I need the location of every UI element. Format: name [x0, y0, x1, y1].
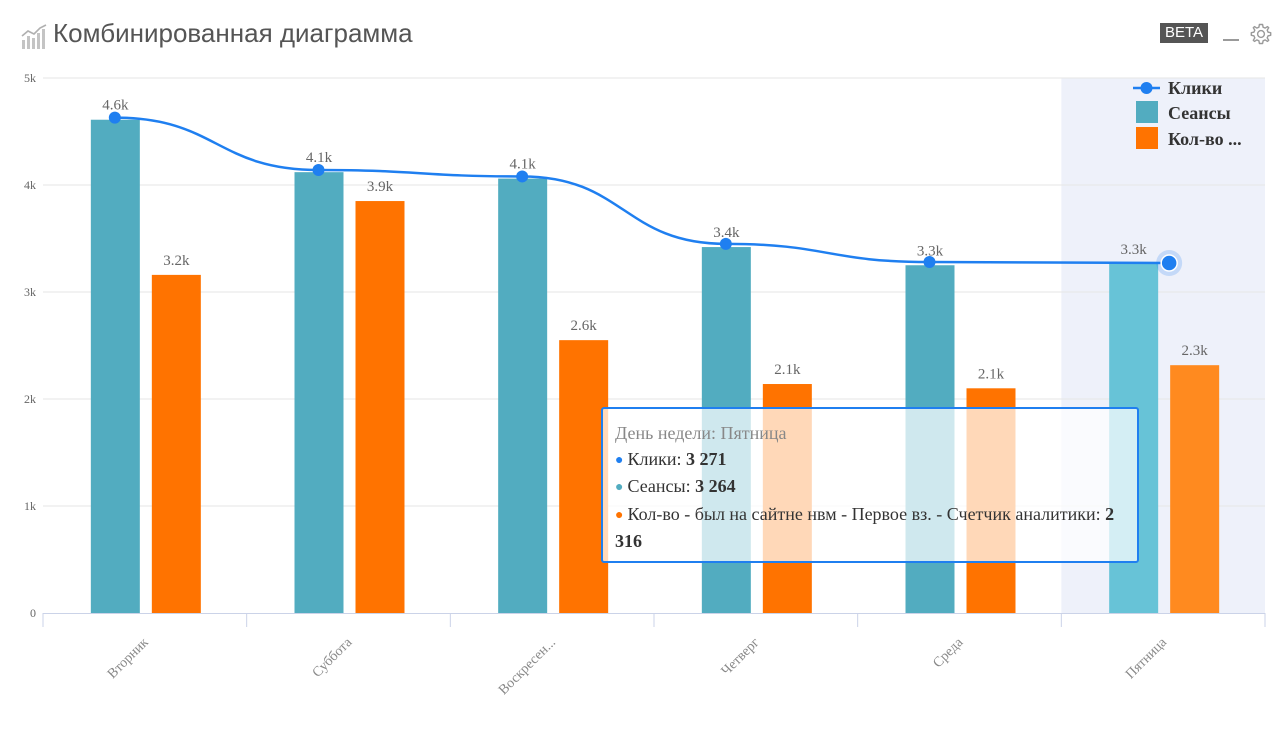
y-tick-label: 0 — [30, 606, 36, 620]
clicks-dot-icon: ● — [615, 452, 624, 468]
sessions-data-label: 3.3k — [1121, 242, 1148, 258]
x-category-label: Пятница — [1123, 635, 1170, 682]
legend-count-swatch — [1136, 127, 1158, 149]
count-data-label: 2.6k — [571, 318, 598, 334]
count-bar — [355, 201, 405, 614]
legend-clicks-label: Клики — [1168, 78, 1222, 98]
x-category-label: Суббота — [310, 635, 356, 681]
tooltip-row-sessions: ● Сеансы: 3 264 — [615, 476, 736, 496]
sessions-data-label: 4.1k — [510, 157, 537, 173]
count-bar — [151, 274, 201, 613]
count-data-label: 3.2k — [163, 253, 190, 269]
sessions-bar — [498, 178, 548, 613]
sessions-data-label: 4.1k — [306, 150, 333, 166]
x-category-label: Среда — [930, 635, 966, 671]
beta-badge: BETA — [1160, 23, 1209, 43]
count-data-label: 2.1k — [978, 366, 1005, 382]
count-data-label: 2.3k — [1182, 343, 1209, 359]
count-bar — [1170, 365, 1220, 613]
y-tick-label: 4k — [24, 178, 36, 192]
legend-sessions-swatch — [1136, 101, 1158, 123]
legend-clicks-marker — [1140, 82, 1153, 94]
tooltip-row-clicks: ● Клики: 3 271 — [615, 448, 727, 469]
x-category-label: Воскресен... — [496, 635, 559, 698]
chart-icon — [21, 24, 47, 49]
count-dot-icon: ● — [615, 507, 624, 523]
y-tick-label: 2k — [24, 392, 36, 406]
widget-header: Комбинированная диаграмма BETA — [0, 0, 1280, 68]
sessions-data-label: 3.4k — [713, 225, 740, 241]
y-tick-label: 3k — [24, 285, 36, 299]
clicks-line — [114, 116, 1170, 265]
gear-icon[interactable] — [1249, 22, 1273, 46]
sessions-dot-icon: ● — [615, 480, 624, 495]
legend-sessions-label: Сеансы — [1168, 103, 1231, 123]
clicks-point — [516, 170, 529, 183]
clicks-point — [1160, 254, 1178, 272]
sessions-bar — [90, 119, 140, 613]
y-tick-label: 5k — [24, 71, 36, 85]
clicks-point — [108, 111, 121, 124]
tooltip-row-count: ● Кол-во - был на сайтне нвм - Первое вз.… — [615, 503, 1115, 552]
clicks-point — [923, 256, 936, 269]
y-tick-label: 1k — [24, 499, 36, 513]
clicks-point — [312, 164, 325, 177]
count-data-label: 2.1k — [774, 362, 801, 378]
sessions-data-label: 4.6k — [102, 98, 129, 114]
count-data-label: 3.9k — [367, 179, 394, 195]
x-category-label: Вторник — [105, 635, 152, 682]
chart-title: Комбинированная диаграмма — [53, 18, 413, 48]
minimize-icon[interactable] — [1221, 22, 1241, 44]
x-category-label: Четверг — [719, 635, 763, 679]
sessions-bar — [294, 172, 344, 613]
clicks-point — [719, 237, 732, 250]
legend-count-label: Кол-во ... — [1168, 129, 1242, 149]
chart-tooltip: День недели: Пятница ● Клики: 3 271 ● Сеан… — [601, 407, 1139, 563]
count-bar — [559, 340, 609, 613]
sessions-data-label: 3.3k — [917, 243, 944, 259]
tooltip-title: День недели: Пятница — [615, 423, 787, 443]
